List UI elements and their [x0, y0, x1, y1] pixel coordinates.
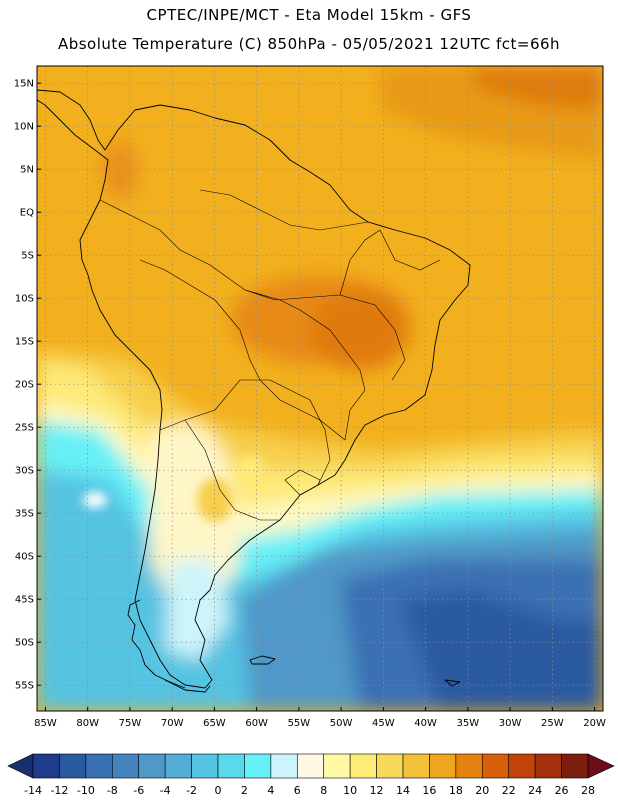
- colorbar-tick-label: -14: [24, 784, 42, 797]
- colorbar-tick-label: -10: [77, 784, 95, 797]
- colorbar-tick-label: 14: [396, 784, 410, 797]
- colorbar-tick-label: -12: [50, 784, 68, 797]
- lon-tick-label: 65W: [203, 718, 226, 729]
- colorbar-tick-label: 20: [475, 784, 489, 797]
- colorbar-swatch: [32, 753, 60, 779]
- colorbar-tick-label: -2: [186, 784, 197, 797]
- colorbar-swatch: [508, 753, 536, 779]
- colorbar-swatch: [111, 753, 140, 779]
- colorbar-tick-label: 2: [241, 784, 248, 797]
- lat-tick-label: 15N: [14, 79, 34, 90]
- lon-tick-label: 60W: [245, 718, 268, 729]
- lat-tick-label: 5S: [21, 251, 34, 262]
- colorbar-swatch: [323, 753, 351, 779]
- colorbar-swatch: [296, 753, 325, 779]
- country-borders: [99, 189, 441, 521]
- lat-tick-label: 30S: [15, 466, 34, 477]
- colorbar-tick-label: 26: [555, 784, 569, 797]
- lat-tick-label: 5N: [20, 165, 34, 176]
- lon-tick-label: 30W: [499, 718, 522, 729]
- lat-tick-label: EQ: [20, 208, 34, 219]
- colorbar-tick-label: 0: [215, 784, 222, 797]
- coastlines: [36, 89, 471, 693]
- colorbar-tick-label: 18: [449, 784, 463, 797]
- lat-tick-label: 40S: [15, 552, 34, 563]
- colorbar-swatch: [429, 753, 457, 779]
- lon-tick-label: 40W: [414, 718, 437, 729]
- colorbar-swatch: [349, 753, 377, 779]
- colorbar-swatch: [534, 753, 562, 779]
- colorbar-tick-label: -6: [133, 784, 144, 797]
- colorbar-swatch: [244, 753, 272, 779]
- lat-tick-label: 50S: [15, 638, 34, 649]
- lat-tick-label: 15S: [15, 337, 34, 348]
- lat-tick-label: 20S: [15, 380, 34, 391]
- colorbar-swatch: [481, 753, 510, 779]
- latitude-tick-labels: 15N 10N 5N EQ 5S 10S 15S 20S 25S 30S 35S 40S 45S 50S 5…: [14, 79, 41, 692]
- chart-title-line-1: CPTEC/INPE/MCT - Eta Model 15km - GFS: [146, 6, 472, 24]
- colorbar-tick-label: 8: [320, 784, 327, 797]
- colorbar-swatch: [270, 753, 298, 779]
- colorbar-tick-label: 4: [267, 784, 274, 797]
- lon-tick-label: 45W: [372, 718, 395, 729]
- temperature-field: [37, 66, 603, 711]
- colorbar-swatch: [164, 753, 192, 779]
- colorbar-tick-labels: -14 -12 -10 -8 -6 -4 -2 0 2 4 6 8 10 12 14 16 18 20 22 24 26…: [24, 784, 595, 797]
- colorbar-swatch: [85, 753, 113, 779]
- colorbar-tick-label: 10: [343, 784, 357, 797]
- lon-tick-label: 20W: [583, 718, 606, 729]
- lon-tick-label: 25W: [541, 718, 564, 729]
- lon-tick-label: 85W: [34, 718, 57, 729]
- colorbar-swatch: [59, 753, 87, 779]
- colorbar-swatch: [217, 753, 245, 779]
- colorbar-under-arrow: [7, 753, 34, 779]
- colorbar-swatch: [138, 753, 166, 779]
- colorbar-tick-label: -8: [107, 784, 118, 797]
- colorbar-tick-label: 16: [422, 784, 436, 797]
- map-frame: [36, 65, 604, 712]
- colorbar-swatch: [561, 753, 589, 779]
- lon-tick-label: 75W: [119, 718, 142, 729]
- colorbar-swatch: [191, 753, 219, 779]
- lat-tick-label: 35S: [15, 509, 34, 520]
- colorbar: [7, 753, 615, 779]
- lon-tick-label: 55W: [288, 718, 311, 729]
- colorbar-tick-label: -4: [160, 784, 171, 797]
- lon-tick-label: 35W: [457, 718, 480, 729]
- lat-tick-label: 55S: [15, 681, 34, 692]
- lat-tick-label: 25S: [15, 423, 34, 434]
- lon-tick-label: 50W: [330, 718, 353, 729]
- colorbar-over-arrow: [587, 753, 615, 779]
- longitude-tick-labels: 85W 80W 75W 70W 65W 60W 55W 50W 45W 40W 35W 30W 25W 2…: [34, 707, 606, 729]
- chart-title-line-2: Absolute Temperature (C) 850hPa - 05/05/…: [57, 35, 561, 53]
- lon-tick-label: 70W: [161, 718, 184, 729]
- lon-tick-label: 80W: [76, 718, 99, 729]
- colorbar-swatch: [402, 753, 430, 779]
- colorbar-tick-label: 22: [502, 784, 516, 797]
- colorbar-swatch: [455, 753, 483, 779]
- colorbar-swatch: [376, 753, 404, 779]
- lat-tick-label: 10N: [14, 122, 34, 133]
- lat-tick-label: 45S: [15, 595, 34, 606]
- colorbar-tick-label: 24: [528, 784, 542, 797]
- lat-tick-label: 10S: [15, 294, 34, 305]
- colorbar-tick-label: 6: [294, 784, 301, 797]
- colorbar-tick-label: 12: [370, 784, 384, 797]
- colorbar-tick-label: 28: [581, 784, 595, 797]
